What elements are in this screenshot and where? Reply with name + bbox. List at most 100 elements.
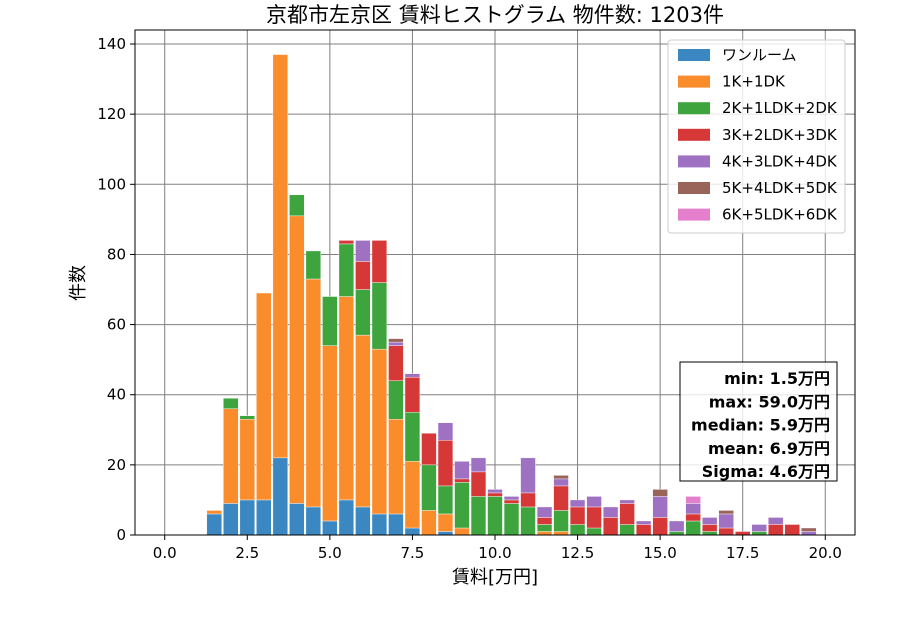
x-tick-label: 12.5 [561, 544, 594, 562]
histogram-bar [702, 524, 718, 532]
histogram-bar [338, 243, 355, 297]
histogram-bar [735, 531, 751, 536]
histogram-bar [404, 461, 421, 529]
histogram-bar [289, 194, 305, 217]
histogram-bar [487, 496, 503, 536]
histogram-bar [503, 503, 520, 536]
legend-swatch [678, 102, 710, 115]
histogram-bar [768, 524, 784, 536]
histogram-bar [388, 338, 404, 343]
histogram-bar [421, 510, 437, 536]
histogram-bar [635, 524, 652, 536]
legend-label: 4K+3LDK+4DK [722, 152, 838, 170]
histogram-bar [470, 471, 487, 497]
y-axis-ticks: 0 20 40 60 80 100 120 140 [97, 35, 135, 544]
histogram-bar [685, 513, 701, 522]
histogram-bar [669, 531, 685, 536]
histogram-bar [718, 513, 734, 529]
y-tick-label: 20 [107, 456, 126, 474]
histogram-bar [454, 482, 470, 529]
histogram-bar [685, 496, 701, 504]
histogram-bar [404, 376, 421, 413]
histogram-bar [553, 485, 569, 511]
legend-swatch [678, 128, 710, 141]
histogram-bar [338, 296, 355, 501]
histogram-bar [305, 506, 321, 536]
y-axis-title: 件数 [68, 265, 89, 301]
histogram-bar [371, 240, 388, 283]
histogram-bar [404, 412, 421, 462]
x-axis-title: 賃料[万円] [452, 567, 538, 588]
histogram-bar [487, 492, 503, 497]
histogram-bar [685, 503, 701, 515]
histogram-bar [454, 461, 470, 480]
histogram-bar [702, 531, 718, 536]
histogram-bar [553, 531, 569, 536]
histogram-bar [536, 517, 553, 525]
histogram-bar [437, 513, 454, 532]
histogram-bar [470, 496, 487, 536]
histogram-bar [206, 510, 222, 515]
y-tick-label: 100 [97, 175, 126, 193]
x-tick-label: 20.0 [809, 544, 842, 562]
histogram-bar [256, 292, 272, 501]
histogram-bar [586, 496, 602, 508]
histogram-bar [355, 240, 371, 262]
y-tick-label: 140 [97, 35, 126, 53]
histogram-bar [536, 524, 553, 532]
histogram-bar [223, 398, 239, 409]
histogram-bar [355, 289, 371, 336]
histogram-bar [305, 278, 321, 508]
histogram-bar [470, 457, 487, 473]
histogram-bar [437, 422, 454, 441]
stats-line: mean: 6.9万円 [708, 439, 830, 458]
stats-line: max: 59.0万円 [709, 392, 830, 411]
legend: ワンルーム 1K+1DK 2K+1LDK+2DK 3K+2LDK+3DK 4K+3LDK… [667, 39, 846, 234]
histogram-bar [338, 499, 355, 536]
histogram-bar [322, 345, 338, 522]
histogram-bar [751, 531, 767, 536]
histogram-bar [718, 527, 734, 536]
legend-box [667, 39, 846, 234]
stats-frame [679, 361, 838, 482]
x-tick-label: 17.5 [726, 544, 759, 562]
stats-box: min: 1.5万円 max: 59.0万円 median: 5.9万円 mean: … [679, 361, 838, 482]
histogram-bar [322, 520, 338, 536]
x-tick-label: 2.5 [235, 544, 259, 562]
histogram-bar [619, 524, 635, 536]
histogram-bar [239, 419, 255, 501]
histogram-bar [223, 408, 239, 504]
histogram-bar [669, 520, 685, 532]
histogram-bar [338, 240, 355, 245]
histogram-bar [256, 499, 272, 536]
legend-swatch [678, 182, 710, 194]
histogram-bar [685, 520, 701, 536]
histogram-bar [437, 440, 454, 487]
histogram-bar [371, 282, 388, 350]
histogram-bar [404, 527, 421, 536]
histogram-bar [421, 433, 437, 466]
histogram-bar [536, 531, 553, 536]
histogram-bar [702, 517, 718, 525]
histogram-bar [586, 506, 602, 529]
histogram-bar [652, 496, 668, 518]
y-tick-label: 60 [107, 316, 126, 334]
histogram-bar [305, 250, 321, 280]
histogram-bar [388, 513, 404, 536]
chart-title: 京都市左京区 賃料ヒストグラム 物件数: 1203件 [266, 3, 724, 27]
histogram-bar [388, 419, 404, 515]
legend-label: 2K+1LDK+2DK [722, 99, 838, 117]
histogram-bar [536, 506, 553, 518]
histogram-bar [602, 506, 619, 518]
histogram-bar [437, 531, 454, 536]
legend-label: 3K+2LDK+3DK [722, 126, 838, 144]
x-tick-label: 15.0 [643, 544, 676, 562]
y-tick-label: 40 [107, 386, 126, 404]
histogram-bar [355, 506, 371, 536]
histogram-bar [801, 531, 817, 536]
histogram-bar [503, 499, 520, 504]
histogram-bar [718, 510, 734, 515]
histogram-bar [569, 506, 586, 525]
histogram-bar [388, 341, 404, 346]
histogram-bar [553, 478, 569, 487]
